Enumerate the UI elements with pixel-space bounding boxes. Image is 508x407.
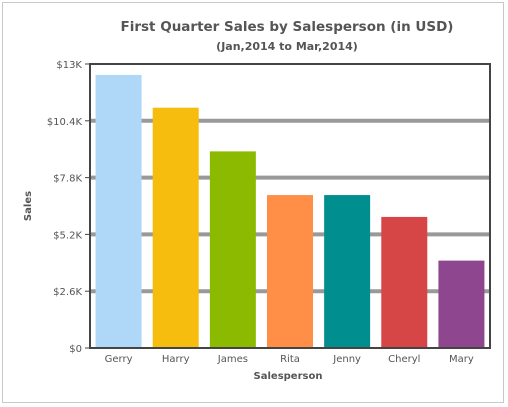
y-tick-label: $10.4K: [47, 117, 83, 128]
chart-title: First Quarter Sales by Salesperson (in U…: [121, 19, 454, 35]
x-tick-label: James: [217, 354, 248, 365]
plot-area-border: [89, 63, 491, 349]
y-tick-label: $0: [69, 344, 82, 355]
x-tick-label: Mary: [449, 354, 474, 365]
bar-rita[interactable]: [267, 195, 313, 348]
y-tick-label: $5.2K: [53, 230, 82, 241]
x-axis-title: Salesperson: [254, 371, 323, 382]
x-tick-label: Jenny: [332, 354, 361, 365]
x-tick-label: Cheryl: [388, 354, 420, 365]
x-axis-ticks: Gerry Harry James Rita Jenny Cheryl Mary: [105, 354, 474, 365]
x-tick-label: Gerry: [105, 354, 133, 365]
bars: [95, 74, 485, 348]
y-tick-label: $7.8K: [53, 174, 82, 185]
y-axis-title: Sales: [23, 191, 34, 221]
x-tick-label: Rita: [280, 354, 300, 365]
bar-james[interactable]: [209, 151, 256, 348]
bar-jenny[interactable]: [324, 195, 371, 348]
y-axis-ticks: $0 $2.6K $5.2K $7.8K $10.4K $13K: [47, 60, 90, 355]
bar-cheryl[interactable]: [381, 216, 428, 348]
chart-subtitle: (Jan,2014 to Mar,2014): [216, 40, 358, 53]
bar-gerry[interactable]: [95, 74, 142, 348]
bar-mary[interactable]: [438, 260, 485, 348]
bar-harry[interactable]: [152, 107, 199, 348]
x-tick-label: Harry: [162, 354, 190, 365]
y-tick-label: $13K: [56, 60, 82, 71]
y-tick-label: $2.6K: [53, 287, 82, 298]
